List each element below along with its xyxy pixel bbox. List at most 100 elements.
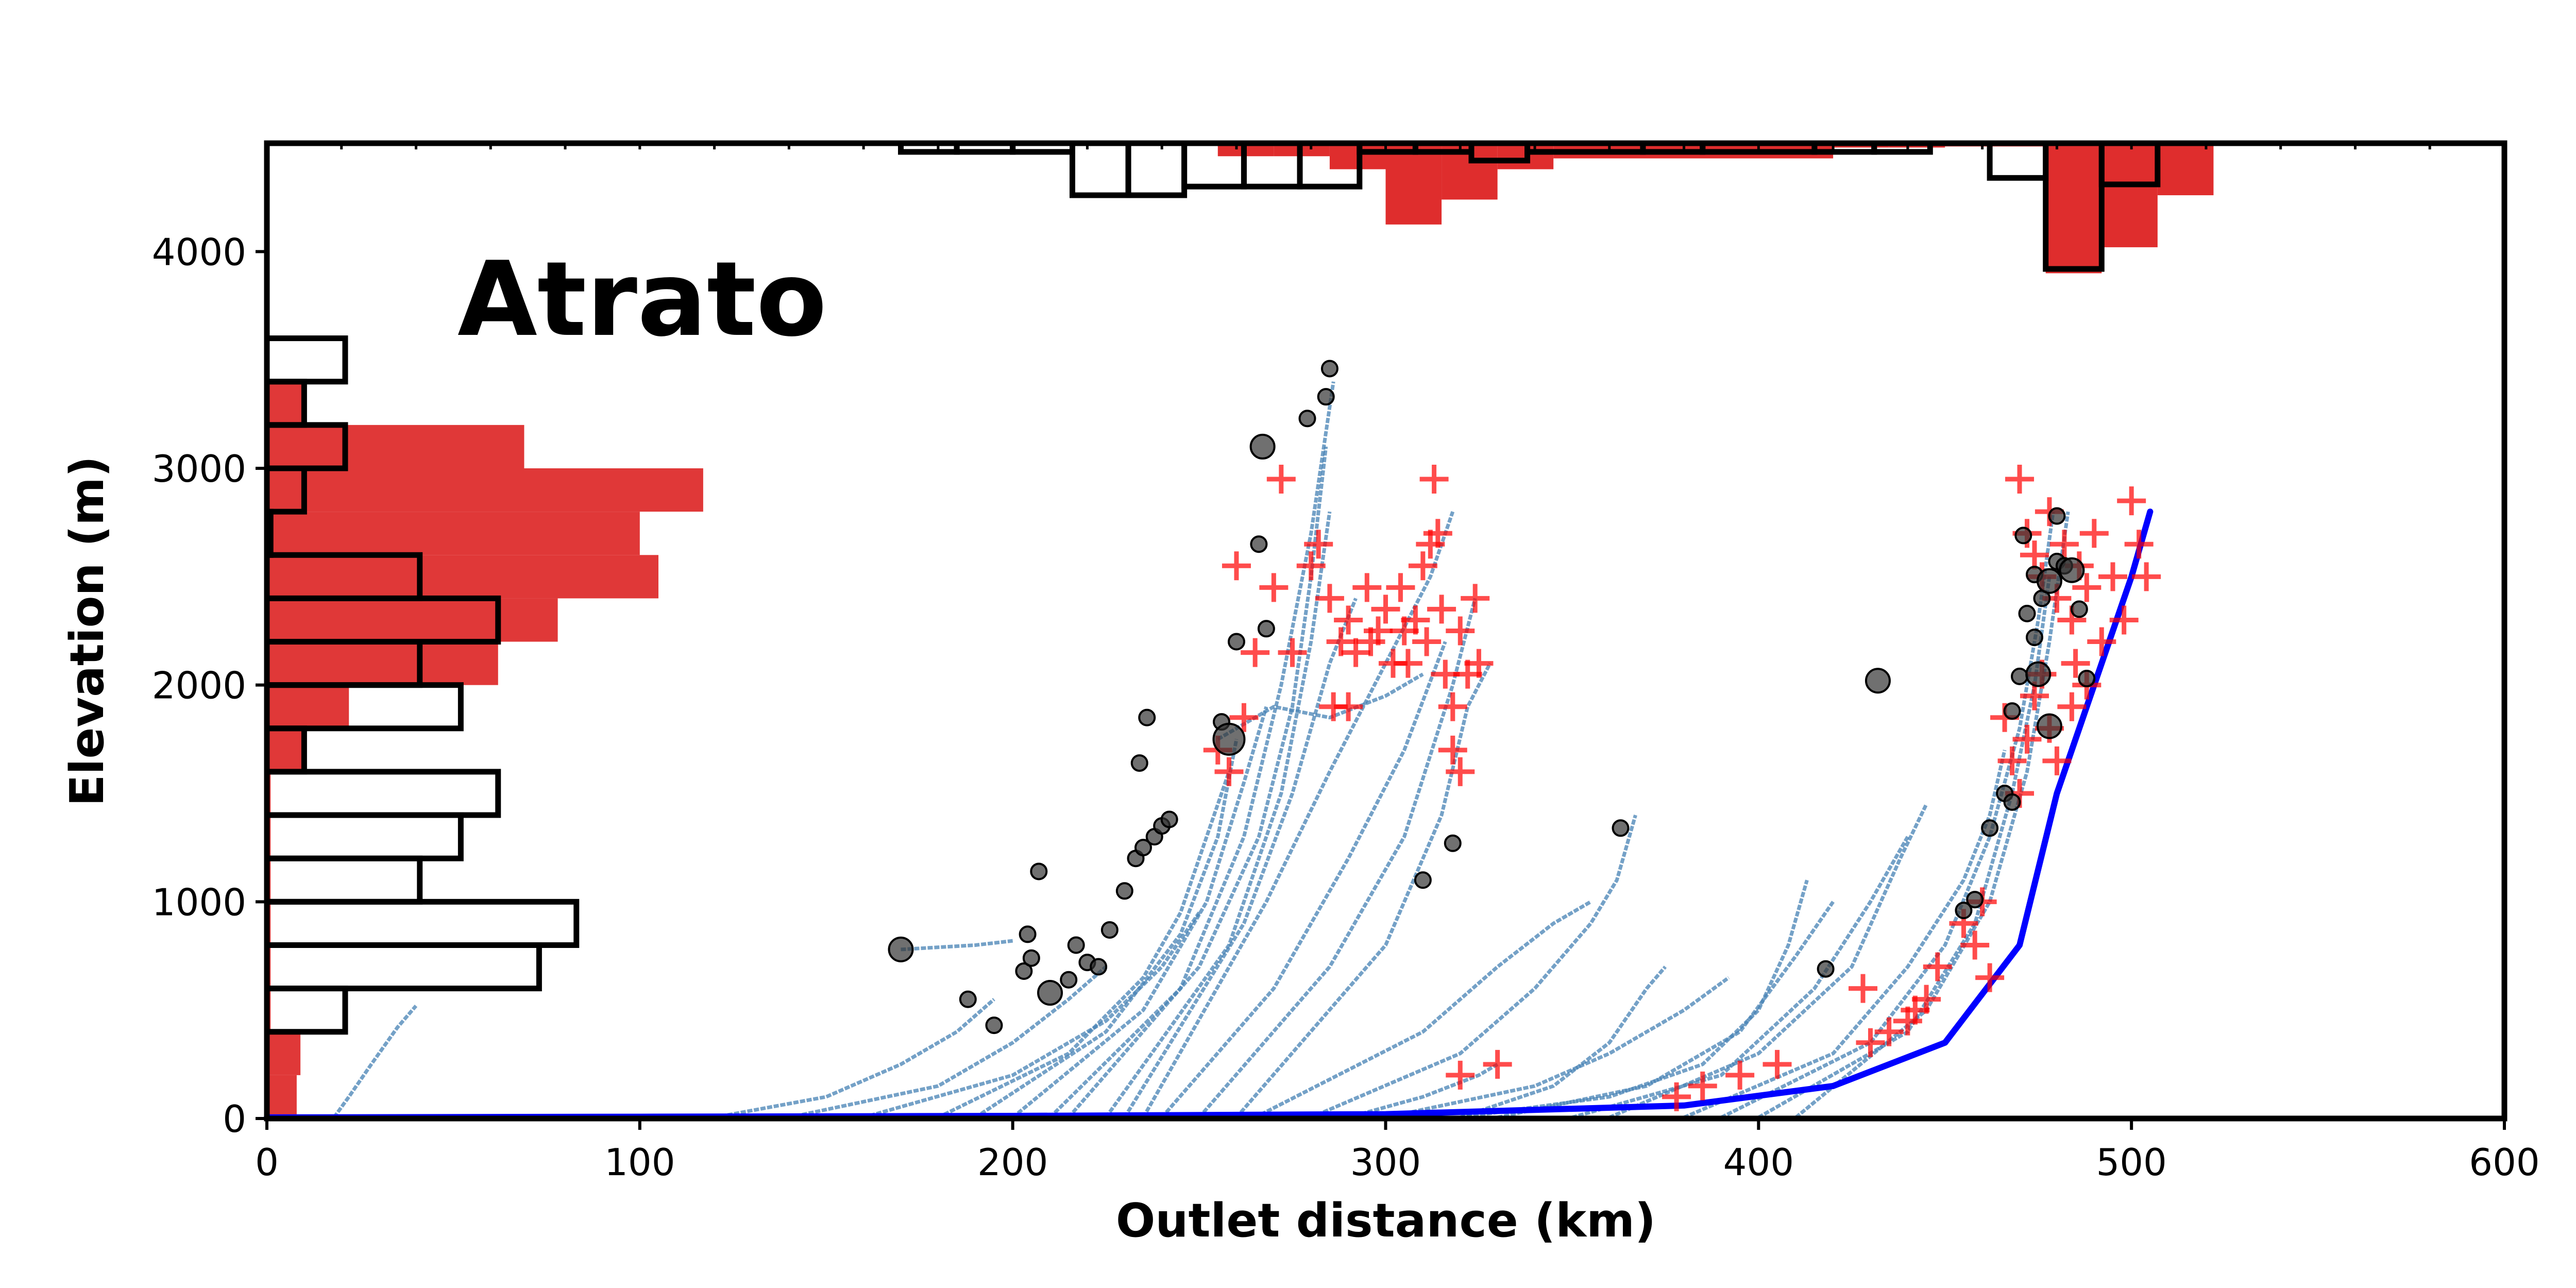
plus-marker <box>1901 995 1930 1025</box>
elevation-hist-outline-bar <box>264 335 348 385</box>
elevation-hist-bar <box>267 468 703 512</box>
x-tick-label: 600 <box>2469 1141 2539 1184</box>
plus-marker <box>2072 573 2102 602</box>
distance-hist-bar <box>2157 143 2214 195</box>
tributary-profile <box>1460 965 1667 1120</box>
plus-marker <box>1427 595 1456 624</box>
tributary-profile <box>1348 1062 1499 1120</box>
y-axis-label: Elevation (m) <box>60 456 114 806</box>
dot-marker <box>959 990 977 1008</box>
tributary-profile <box>1310 815 1637 1120</box>
dot-marker <box>1030 862 1048 880</box>
dot-marker <box>2003 702 2021 720</box>
dot-marker <box>1090 958 1108 976</box>
x-axis-label: Outlet distance (km) <box>1116 1194 1656 1248</box>
plus-marker <box>1446 1060 1475 1090</box>
tributary-profile <box>1197 598 1477 1119</box>
dot-marker <box>1966 891 1984 909</box>
plus-marker <box>1229 703 1259 732</box>
plus-marker <box>1222 551 1251 581</box>
dot-marker <box>1250 535 1268 553</box>
plus-marker <box>1371 595 1400 624</box>
x-tick-label: 0 <box>255 1141 279 1184</box>
elevation-hist-bar <box>267 555 659 599</box>
elevation-hist-bar <box>267 381 304 425</box>
tributary-profile <box>1683 750 2007 1120</box>
x-tick-label: 100 <box>604 1141 675 1184</box>
elevation-hist-outline-bar <box>264 899 580 948</box>
distance-hist-outline-bar <box>1069 140 1131 198</box>
dot-marker <box>1015 962 1033 980</box>
plus-marker <box>1438 735 1467 765</box>
plus-marker <box>2124 530 2154 559</box>
plus-marker <box>1341 638 1370 667</box>
dot-marker <box>1138 708 1156 726</box>
tick-layer: 0 100 200 300 400 500 600 0 1000 2000 3000 4000 <box>152 143 2540 1184</box>
distance-hist-outline-bar <box>1125 140 1188 198</box>
panel-title: Atrato <box>457 240 827 360</box>
x-tick-label: 400 <box>1723 1141 1794 1184</box>
plus-marker-layer <box>1203 465 2161 1111</box>
dot-marker <box>1022 949 1040 967</box>
plus-marker <box>2042 746 2072 775</box>
dot-marker <box>985 1016 1003 1035</box>
dot-marker <box>888 936 914 962</box>
tributary-profile <box>1067 446 1328 1119</box>
plus-marker <box>1386 573 1415 602</box>
tributary-profile <box>1497 901 1835 1120</box>
dot-marker <box>1955 902 1973 920</box>
dot-marker <box>1817 960 1835 978</box>
plus-marker <box>1315 584 1344 613</box>
tributary-profile <box>1254 900 1592 1120</box>
plus-marker <box>1334 692 1363 721</box>
y-tick-label: 2000 <box>152 664 246 707</box>
x-tick-label: 500 <box>2096 1141 2166 1184</box>
plus-marker <box>1352 573 1382 602</box>
elevation-hist-bar <box>267 512 640 555</box>
tributary-profile <box>1460 879 1809 1120</box>
plus-marker <box>1762 1049 1792 1079</box>
dot-marker <box>1317 388 1335 406</box>
tributary-profile <box>332 1005 418 1118</box>
plus-marker <box>1446 616 1475 646</box>
elevation-hist-outline-bar <box>264 769 501 818</box>
dot-marker <box>2036 568 2062 594</box>
dot-marker <box>1257 620 1275 638</box>
plus-marker <box>1259 573 1289 602</box>
plus-marker <box>1923 952 1952 981</box>
plus-marker <box>1997 746 2027 775</box>
dot-marker <box>2078 670 2096 688</box>
plus-marker <box>1278 638 1307 667</box>
dot-marker <box>2014 527 2032 545</box>
plus-marker <box>1856 1028 1885 1057</box>
tributary-profile <box>1048 381 1335 1119</box>
elevation-hist-bar <box>267 1075 297 1118</box>
plus-marker <box>1214 757 1244 786</box>
plus-marker <box>1304 530 1333 559</box>
distance-hist-bar <box>1385 143 1442 225</box>
dot-marker <box>2018 604 2036 622</box>
tributary-profile <box>1123 598 1358 1118</box>
plus-marker <box>2049 530 2079 559</box>
tributary-profile <box>788 965 1107 1120</box>
plus-marker <box>2079 519 2109 548</box>
plus-marker <box>1464 649 1494 678</box>
dot-marker <box>2036 713 2062 739</box>
plus-marker <box>1408 551 1437 581</box>
dot-marker <box>1444 834 1462 852</box>
plus-marker <box>2087 627 2116 656</box>
dot-marker <box>1981 819 1999 837</box>
distance-hist-bar <box>2102 143 2158 247</box>
dot-marker <box>1037 980 1063 1006</box>
tributary-profile <box>1385 976 1730 1120</box>
dot-marker-layer <box>888 360 2096 1035</box>
tributary-profile <box>1794 511 2070 1119</box>
y-tick-label: 1000 <box>152 880 246 924</box>
dot-marker <box>2070 600 2088 618</box>
plus-marker <box>1393 649 1422 678</box>
dot-marker <box>1019 925 1037 943</box>
dot-marker <box>1160 810 1178 828</box>
dot-marker <box>2048 507 2066 525</box>
plus-marker <box>1419 465 1449 494</box>
